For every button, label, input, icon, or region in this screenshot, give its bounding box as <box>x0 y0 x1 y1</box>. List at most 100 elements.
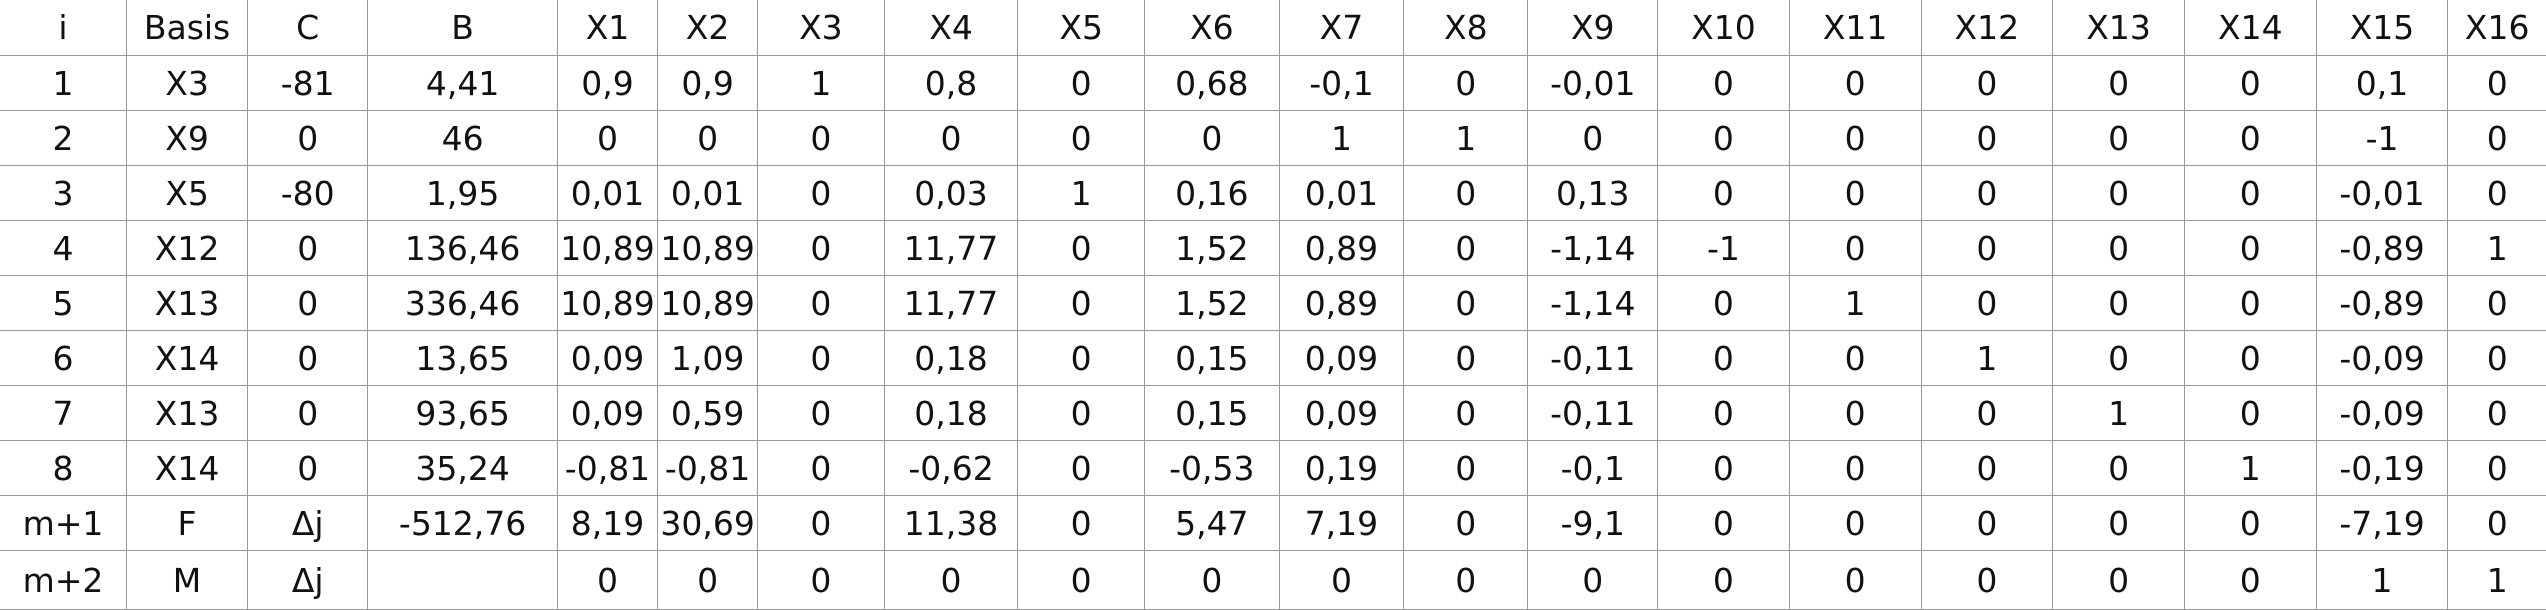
table-cell: 0,1 <box>2315 55 2449 111</box>
table-cell: 1 <box>2315 550 2449 610</box>
table-cell: 0 <box>1017 330 1145 386</box>
table-cell: 0 <box>1788 220 1922 276</box>
table-cell: 0 <box>1788 495 1922 551</box>
table-cell: 0 <box>2052 55 2185 111</box>
table-cell: 0 <box>2183 110 2317 166</box>
table-cell: 0 <box>1788 330 1922 386</box>
table-row: 5 X13 0 336,46 10,89 10,89 0 11,77 0 1,52 0,89 0 -1,… <box>0 275 2546 331</box>
column-header: X3 <box>757 0 885 56</box>
table-cell: 0 <box>247 440 369 496</box>
table-cell: Δj <box>247 495 369 551</box>
table-cell: 0 <box>1017 55 1145 111</box>
table-cell: 0 <box>2447 440 2546 496</box>
table-cell: 0 <box>1788 385 1922 441</box>
table-cell: 1,09 <box>657 330 759 386</box>
table-cell: 0 <box>2183 385 2317 441</box>
table-cell: 0 <box>1657 385 1790 441</box>
table-cell: 0 <box>1657 55 1790 111</box>
table-cell: 0 <box>1017 275 1145 331</box>
column-header: X5 <box>1017 0 1145 56</box>
table-cell: 2 <box>0 110 127 166</box>
table-cell: 0 <box>1788 550 1922 610</box>
table-cell: 0 <box>757 110 885 166</box>
table-cell: 0,18 <box>883 330 1019 386</box>
table-cell: 0 <box>1017 110 1145 166</box>
table-cell: 0,09 <box>556 330 659 386</box>
table-cell: 0 <box>2183 495 2317 551</box>
table-cell: 0,9 <box>556 55 659 111</box>
table-cell: 0 <box>2447 385 2546 441</box>
table-cell: 0 <box>1403 385 1529 441</box>
table-cell: -0,1 <box>1527 440 1659 496</box>
column-header: i <box>0 0 127 56</box>
table-cell: 1,52 <box>1143 220 1280 276</box>
table-cell: -0,53 <box>1143 440 1280 496</box>
table-row: m+2 M Δj 0 0 0 0 0 0 0 0 0 0 0 0 0 0 1 1 <box>0 550 2546 610</box>
table-cell: 1,52 <box>1143 275 1280 331</box>
table-cell: -0,89 <box>2315 220 2449 276</box>
table-cell: -1 <box>2315 110 2449 166</box>
table-cell: -0,62 <box>883 440 1019 496</box>
table-cell: -9,1 <box>1527 495 1659 551</box>
table-cell <box>367 550 558 610</box>
table-cell: 0 <box>1920 220 2054 276</box>
table-cell: 0 <box>1657 165 1790 221</box>
column-header: B <box>367 0 558 56</box>
table-cell: 7,19 <box>1278 495 1405 551</box>
table-cell: 0,9 <box>657 55 759 111</box>
table-cell: 10,89 <box>556 220 659 276</box>
table-cell: 0,09 <box>1278 330 1405 386</box>
table-cell: 0,09 <box>556 385 659 441</box>
table-cell: 1 <box>2447 220 2546 276</box>
table-cell: 10,89 <box>657 220 759 276</box>
table-cell: -0,89 <box>2315 275 2449 331</box>
table-cell: 0 <box>2447 55 2546 111</box>
table-cell: F <box>125 495 249 551</box>
table-cell: 0 <box>1657 110 1790 166</box>
table-cell: 0 <box>247 330 369 386</box>
table-cell: 0 <box>1527 110 1659 166</box>
table-cell: 0 <box>1017 550 1145 610</box>
table-cell: 35,24 <box>367 440 558 496</box>
column-header: X7 <box>1278 0 1405 56</box>
table-cell: 1 <box>1403 110 1529 166</box>
table-cell: 0 <box>1403 440 1529 496</box>
table-cell: 30,69 <box>657 495 759 551</box>
table-cell: 0 <box>2052 330 2185 386</box>
table-cell: 1 <box>1017 165 1145 221</box>
table-cell: 0 <box>883 550 1019 610</box>
table-cell: 4,41 <box>367 55 558 111</box>
table-cell: 0 <box>1920 440 2054 496</box>
table-cell: 0 <box>556 110 659 166</box>
table-cell: -1,14 <box>1527 220 1659 276</box>
column-header: X11 <box>1788 0 1922 56</box>
table-cell: 0 <box>247 220 369 276</box>
table-cell: 0 <box>2052 275 2185 331</box>
table-cell: 4 <box>0 220 127 276</box>
table-cell: 0 <box>2052 220 2185 276</box>
column-header: X16 <box>2447 0 2546 56</box>
column-header: X15 <box>2315 0 2449 56</box>
table-cell: 0 <box>1657 440 1790 496</box>
column-header: Basis <box>125 0 249 56</box>
table-cell: X14 <box>125 440 249 496</box>
table-cell: 0 <box>757 495 885 551</box>
column-header: C <box>247 0 369 56</box>
table-cell: 0 <box>1017 385 1145 441</box>
table-cell: 0,01 <box>556 165 659 221</box>
table-cell: 136,46 <box>367 220 558 276</box>
table-cell: 0 <box>883 110 1019 166</box>
table-cell: 0 <box>757 550 885 610</box>
column-header: X10 <box>1657 0 1790 56</box>
table-cell: -0,81 <box>657 440 759 496</box>
table-cell: 0 <box>1143 550 1280 610</box>
table-cell: Δj <box>247 550 369 610</box>
column-header: X13 <box>2052 0 2185 56</box>
table-cell: -0,09 <box>2315 330 2449 386</box>
table-cell: 0 <box>2183 165 2317 221</box>
table-cell: X9 <box>125 110 249 166</box>
table-cell: 0 <box>1527 550 1659 610</box>
table-cell: 0 <box>1278 550 1405 610</box>
table-cell: 0 <box>1920 385 2054 441</box>
table-cell: 0 <box>2052 495 2185 551</box>
